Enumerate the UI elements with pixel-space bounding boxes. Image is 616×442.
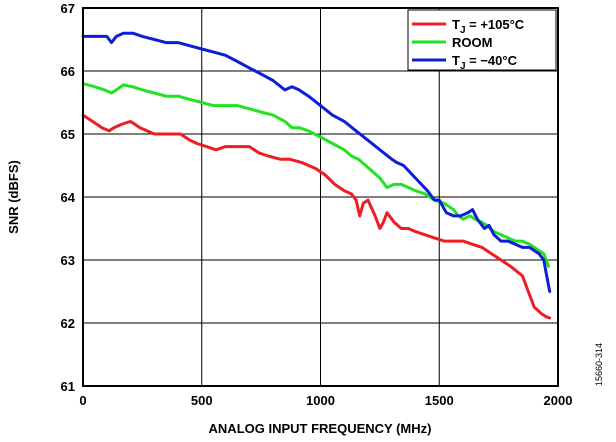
- x-tick-label-500: 500: [191, 393, 213, 408]
- snr-line-room: [81, 82, 550, 268]
- x-tick-label-1500: 1500: [425, 393, 454, 408]
- snr-line-minus40c: [81, 31, 552, 293]
- y-tick-label-63: 63: [61, 253, 75, 268]
- y-tick-label-61: 61: [61, 379, 75, 394]
- snr-line-105c: [81, 113, 552, 320]
- y-tick-label-66: 66: [61, 64, 75, 79]
- legend: TJ = +105°C ROOM TJ = −40°C: [407, 9, 557, 72]
- y-axis-label: SNR (dBFS): [6, 160, 21, 234]
- plot-frame: [82, 7, 559, 387]
- x-axis-label: ANALOG INPUT FREQUENCY (MHz): [209, 421, 432, 436]
- series-layer: [81, 31, 552, 320]
- x-tick-label-2000: 2000: [544, 393, 573, 408]
- legend-label-minus40c: TJ = −40°C: [452, 53, 518, 72]
- figure-id: 15660-314: [594, 343, 604, 386]
- y-tick-label-67: 67: [61, 1, 75, 16]
- x-tick-label-0: 0: [79, 393, 86, 408]
- tick-labels: 0 500 1000 1500 2000 61 62 63 64 65 66 67: [61, 1, 573, 408]
- y-tick-label-64: 64: [61, 190, 76, 205]
- y-tick-label-65: 65: [61, 127, 75, 142]
- legend-label-room: ROOM: [452, 35, 492, 50]
- y-tick-label-62: 62: [61, 316, 75, 331]
- legend-label-105c: TJ = +105°C: [452, 17, 525, 36]
- x-tick-label-1000: 1000: [306, 393, 335, 408]
